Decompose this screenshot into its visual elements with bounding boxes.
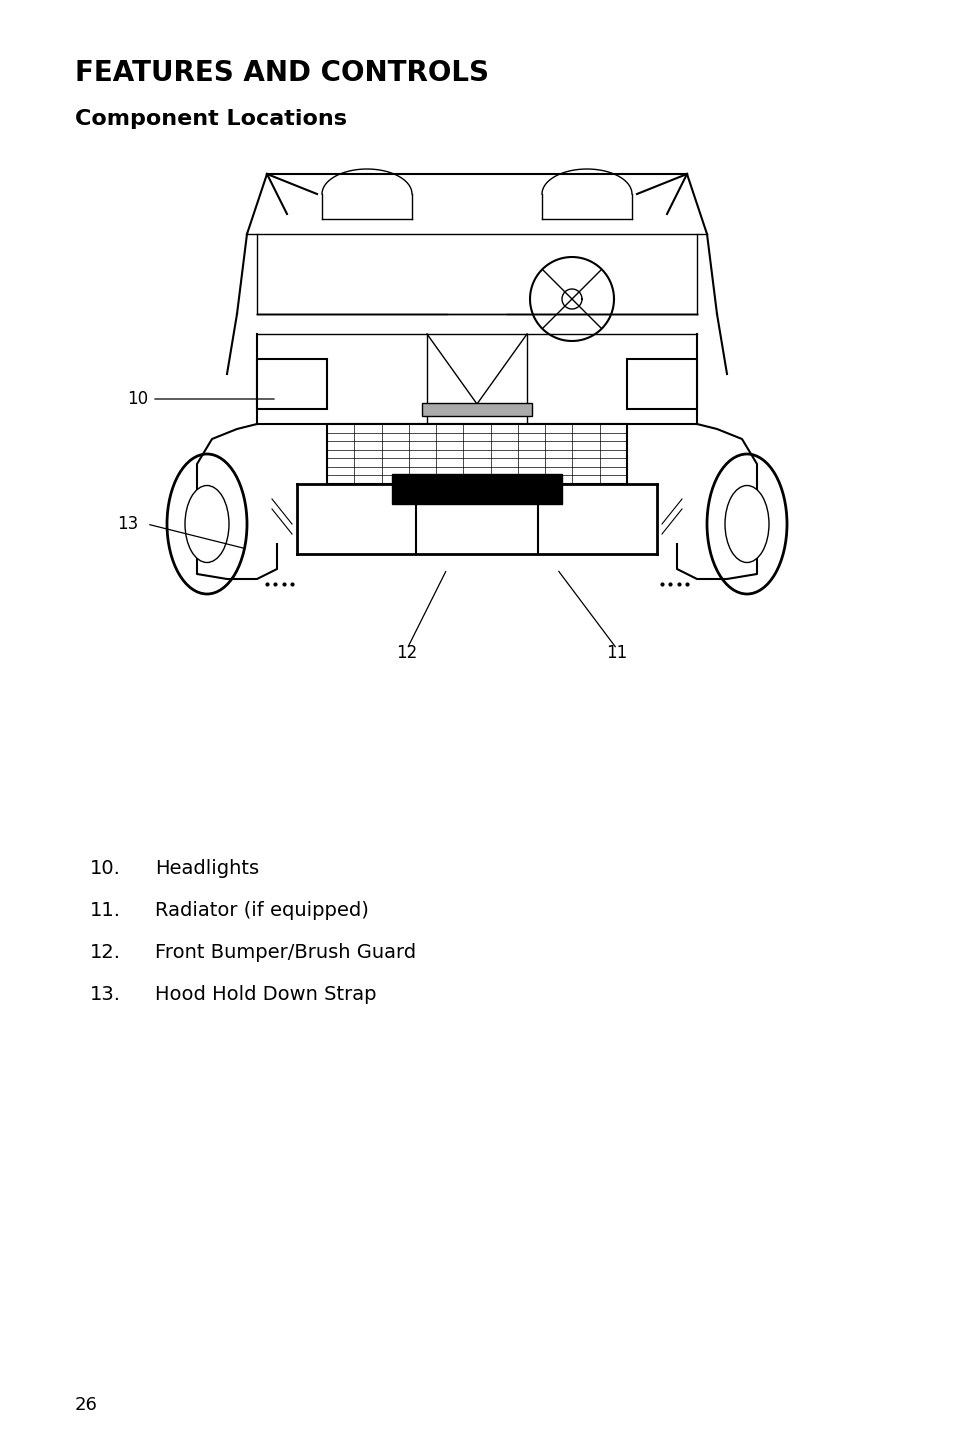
Bar — [327, 425, 626, 484]
Text: 12: 12 — [395, 644, 417, 662]
Ellipse shape — [724, 486, 768, 563]
Bar — [256, 359, 327, 409]
Text: 11: 11 — [606, 644, 627, 662]
Ellipse shape — [167, 454, 247, 595]
Text: 11.: 11. — [90, 901, 121, 920]
Ellipse shape — [185, 486, 229, 563]
Text: Radiator (if equipped): Radiator (if equipped) — [154, 901, 369, 920]
Text: FEATURES AND CONTROLS: FEATURES AND CONTROLS — [75, 60, 489, 87]
Text: Headlights: Headlights — [154, 859, 259, 878]
Text: 10.: 10. — [90, 859, 121, 878]
Text: 13: 13 — [117, 515, 138, 534]
Text: 10: 10 — [127, 390, 148, 409]
Ellipse shape — [706, 454, 786, 595]
Text: Front Bumper/Brush Guard: Front Bumper/Brush Guard — [154, 944, 416, 963]
Text: 26: 26 — [75, 1396, 98, 1413]
Text: 13.: 13. — [90, 984, 121, 1005]
Bar — [626, 359, 697, 409]
Bar — [392, 474, 561, 505]
Text: 12.: 12. — [90, 944, 121, 963]
Text: Hood Hold Down Strap: Hood Hold Down Strap — [154, 984, 376, 1005]
Bar — [421, 403, 532, 416]
Text: Component Locations: Component Locations — [75, 109, 347, 129]
